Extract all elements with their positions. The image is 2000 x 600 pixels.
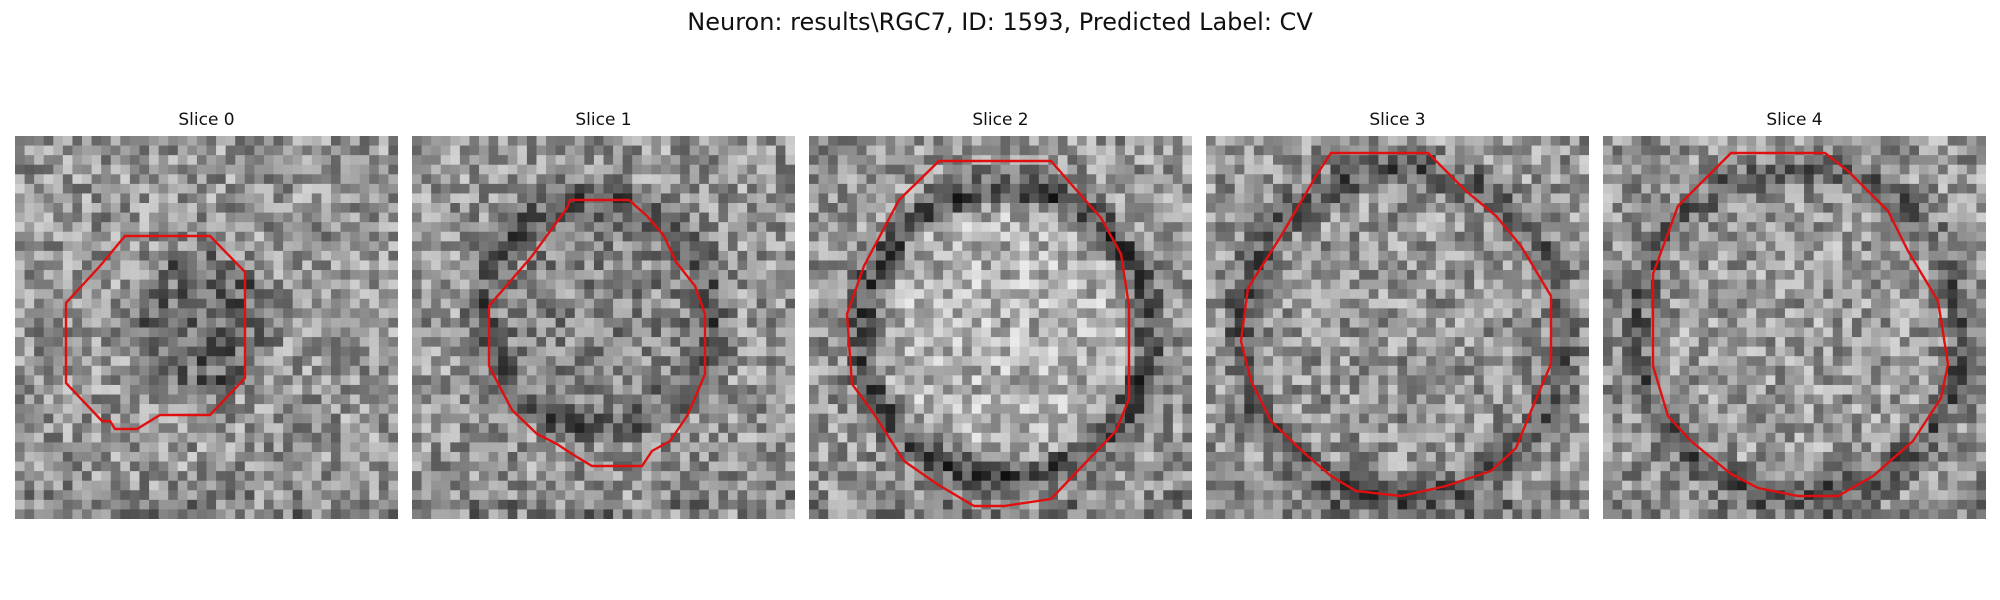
figure-title: Neuron: results\RGC7, ID: 1593, Predicte… <box>687 8 1313 36</box>
slice-title-1: Slice 1 <box>575 110 632 130</box>
microscopy-pixels-0 <box>15 136 398 519</box>
slice-panel-4: Slice 4 <box>1603 108 1986 519</box>
slice-image-1 <box>412 136 795 519</box>
slice-panel-3: Slice 3 <box>1206 108 1589 519</box>
slice-title-3: Slice 3 <box>1369 110 1426 130</box>
slice-image-0 <box>15 136 398 519</box>
microscopy-pixels-4 <box>1603 136 1986 519</box>
slice-panel-0: Slice 0 <box>15 108 398 519</box>
microscopy-pixels-1 <box>412 136 795 519</box>
slice-title-4: Slice 4 <box>1766 110 1823 130</box>
microscopy-pixels-2 <box>809 136 1192 519</box>
slice-image-2 <box>809 136 1192 519</box>
slice-image-4 <box>1603 136 1986 519</box>
roi-contour-3 <box>1239 151 1553 498</box>
slice-title-0: Slice 0 <box>178 110 235 130</box>
roi-contour-0 <box>64 234 247 431</box>
microscopy-pixels-3 <box>1206 136 1589 519</box>
slice-title-2: Slice 2 <box>972 110 1029 130</box>
roi-contour-1 <box>487 198 707 468</box>
slice-panel-1: Slice 1 <box>412 108 795 519</box>
slice-panel-2: Slice 2 <box>809 108 1192 519</box>
roi-contour-4 <box>1651 151 1950 498</box>
slice-image-3 <box>1206 136 1589 519</box>
roi-contour-2 <box>845 159 1131 508</box>
